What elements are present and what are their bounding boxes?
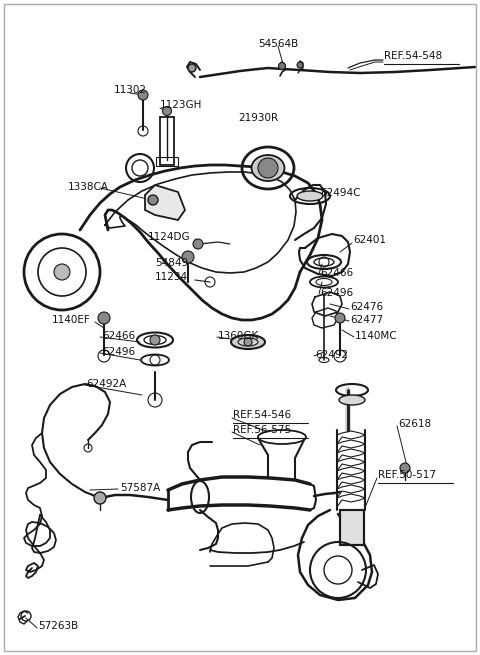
Circle shape (335, 313, 345, 323)
Bar (340, 510, 364, 545)
Circle shape (188, 64, 196, 72)
Text: 1140MC: 1140MC (355, 331, 397, 341)
Text: 57263B: 57263B (38, 621, 78, 631)
Ellipse shape (297, 191, 323, 201)
Text: 62466: 62466 (320, 268, 353, 278)
Circle shape (54, 264, 70, 280)
Ellipse shape (252, 155, 285, 181)
Text: 54849: 54849 (155, 258, 188, 268)
Text: 62492: 62492 (315, 350, 348, 360)
Text: 21930R: 21930R (238, 113, 278, 123)
Text: 62496: 62496 (320, 288, 353, 298)
Text: 62618: 62618 (398, 419, 431, 429)
Text: 57587A: 57587A (120, 483, 160, 493)
Circle shape (400, 463, 410, 473)
Text: REF.56-575: REF.56-575 (233, 425, 291, 435)
Text: 11234: 11234 (155, 272, 188, 282)
Ellipse shape (231, 335, 265, 349)
Circle shape (138, 90, 148, 100)
Text: 62496: 62496 (102, 347, 135, 357)
Text: 62401: 62401 (353, 235, 386, 245)
Circle shape (98, 312, 110, 324)
Text: 62476: 62476 (350, 302, 383, 312)
Bar (340, 510, 364, 545)
Circle shape (258, 158, 278, 178)
Text: REF.54-548: REF.54-548 (384, 51, 442, 61)
Circle shape (163, 107, 171, 115)
Circle shape (150, 335, 160, 345)
Text: 62494C: 62494C (320, 188, 360, 198)
Text: 54564B: 54564B (258, 39, 298, 49)
Bar (156, 157, 178, 166)
Circle shape (182, 251, 194, 263)
Text: 1360GK: 1360GK (218, 331, 259, 341)
Text: 1338CA: 1338CA (68, 182, 109, 192)
Text: 62477: 62477 (350, 315, 383, 325)
Text: REF.54-546: REF.54-546 (233, 410, 291, 420)
Circle shape (244, 338, 252, 346)
Bar (160, 117, 174, 165)
Circle shape (297, 62, 303, 68)
Text: 62466: 62466 (102, 331, 135, 341)
Text: 1124DG: 1124DG (148, 232, 191, 242)
Circle shape (148, 195, 158, 205)
Text: REF.50-517: REF.50-517 (378, 470, 436, 480)
Circle shape (193, 239, 203, 249)
Text: 1123GH: 1123GH (160, 100, 203, 110)
Text: 62492A: 62492A (86, 379, 126, 389)
Text: 11302: 11302 (113, 85, 146, 95)
Text: 1140EF: 1140EF (52, 315, 91, 325)
Ellipse shape (339, 395, 365, 405)
Circle shape (94, 492, 106, 504)
Circle shape (278, 62, 286, 69)
Polygon shape (145, 185, 185, 220)
